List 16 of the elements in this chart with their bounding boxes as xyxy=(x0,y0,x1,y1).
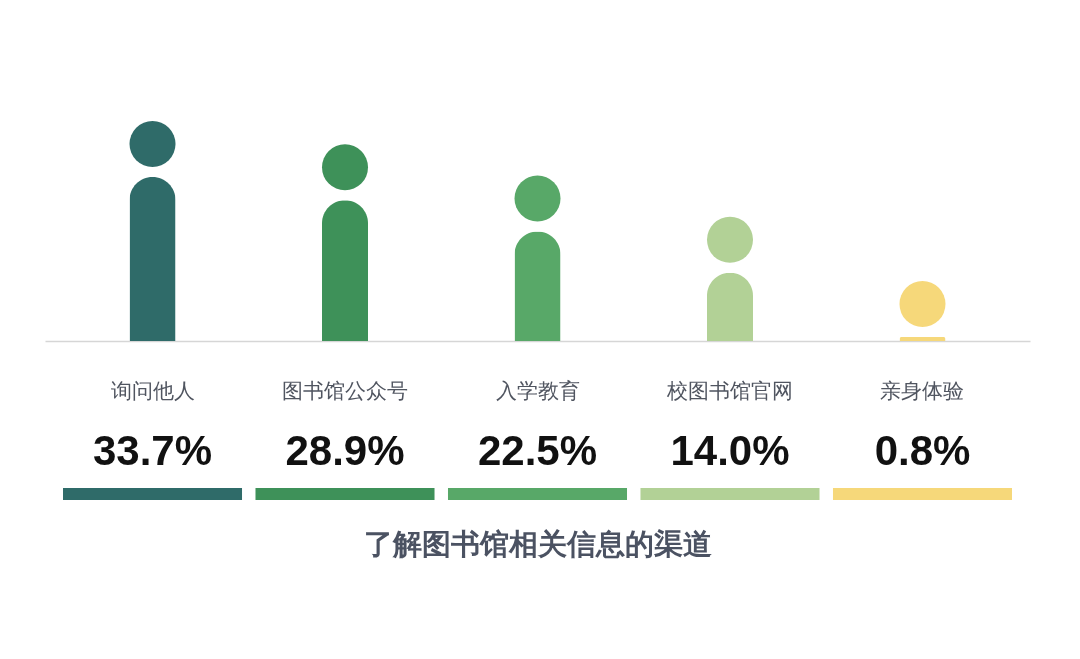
bar xyxy=(514,231,561,341)
data-label: 33.7% xyxy=(92,427,213,474)
x-tick-label: 校图书馆官网 xyxy=(666,378,793,402)
data-label: 14.0% xyxy=(670,427,790,474)
x-tick-label: 图书馆公众号 xyxy=(282,378,408,402)
x-tick-label: 亲身体验 xyxy=(880,378,965,402)
x-tick-label: 入学教育 xyxy=(495,378,580,402)
x-tick-label: 询问他人 xyxy=(110,378,195,402)
bar xyxy=(899,337,946,341)
bar xyxy=(322,200,369,341)
data-label: 28.9% xyxy=(285,427,405,474)
data-label: 22.5% xyxy=(477,427,598,474)
data-label: 0.8% xyxy=(874,427,971,474)
text: 了解图书馆相关信息的渠道 xyxy=(363,528,712,560)
bar xyxy=(129,177,176,341)
bar xyxy=(706,272,753,341)
